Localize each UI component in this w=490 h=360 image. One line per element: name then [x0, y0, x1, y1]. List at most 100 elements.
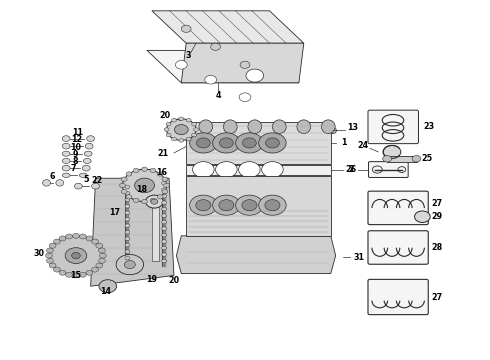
Text: 18: 18 [137, 185, 147, 194]
Circle shape [179, 139, 184, 142]
Circle shape [66, 234, 73, 239]
Circle shape [166, 133, 171, 137]
Circle shape [236, 133, 263, 153]
Ellipse shape [62, 143, 70, 149]
Circle shape [162, 177, 168, 181]
Circle shape [239, 93, 251, 102]
Circle shape [205, 76, 217, 84]
Circle shape [265, 200, 280, 211]
Ellipse shape [83, 158, 91, 163]
Circle shape [157, 195, 163, 199]
Circle shape [190, 133, 217, 153]
Text: 2: 2 [348, 165, 353, 174]
Text: 26: 26 [345, 165, 357, 174]
Circle shape [162, 201, 167, 204]
Bar [387, 156, 416, 162]
Circle shape [125, 263, 130, 266]
Ellipse shape [272, 120, 286, 134]
Text: 4: 4 [215, 91, 221, 100]
Circle shape [126, 195, 132, 199]
Circle shape [220, 138, 233, 148]
Ellipse shape [87, 136, 95, 141]
Ellipse shape [321, 120, 335, 134]
Text: 14: 14 [100, 287, 111, 296]
Circle shape [240, 61, 250, 68]
Polygon shape [181, 43, 304, 83]
Circle shape [166, 122, 171, 126]
Circle shape [213, 133, 240, 153]
Circle shape [65, 248, 87, 264]
Circle shape [125, 211, 130, 215]
Circle shape [79, 234, 86, 239]
Circle shape [162, 246, 167, 250]
Circle shape [236, 195, 263, 215]
Circle shape [164, 128, 169, 131]
Text: 11: 11 [72, 128, 83, 137]
Circle shape [181, 25, 191, 32]
Circle shape [125, 237, 130, 240]
Circle shape [125, 250, 130, 253]
Circle shape [167, 119, 196, 140]
Circle shape [121, 177, 127, 181]
Text: 24: 24 [358, 141, 369, 150]
Circle shape [73, 273, 79, 278]
FancyBboxPatch shape [368, 279, 428, 315]
Circle shape [121, 189, 127, 194]
Text: 13: 13 [347, 123, 358, 132]
Text: 8: 8 [72, 157, 78, 166]
Text: 7: 7 [71, 164, 76, 174]
Circle shape [122, 169, 167, 202]
Circle shape [142, 199, 147, 204]
Circle shape [142, 167, 147, 171]
Bar [186, 176, 331, 236]
Ellipse shape [82, 165, 90, 171]
Circle shape [262, 162, 283, 177]
Circle shape [162, 259, 167, 263]
Circle shape [162, 207, 167, 211]
Circle shape [125, 192, 130, 195]
Text: 27: 27 [431, 199, 442, 208]
Circle shape [133, 168, 139, 172]
Circle shape [135, 178, 154, 193]
Ellipse shape [223, 120, 237, 134]
Circle shape [192, 133, 196, 137]
FancyBboxPatch shape [368, 110, 418, 144]
Bar [186, 165, 331, 175]
Text: 20: 20 [159, 112, 170, 120]
Circle shape [190, 195, 217, 215]
Text: 21: 21 [157, 149, 168, 158]
Circle shape [193, 162, 214, 177]
Circle shape [259, 133, 286, 153]
Ellipse shape [62, 151, 70, 156]
Polygon shape [152, 185, 159, 261]
Circle shape [242, 200, 257, 211]
Text: 29: 29 [431, 212, 442, 221]
Circle shape [157, 172, 163, 176]
Circle shape [162, 188, 167, 192]
Circle shape [383, 156, 392, 162]
Circle shape [125, 256, 130, 260]
Circle shape [125, 204, 130, 208]
Circle shape [96, 243, 103, 248]
Circle shape [162, 189, 168, 194]
Ellipse shape [56, 180, 64, 186]
Circle shape [186, 137, 191, 141]
Text: 19: 19 [147, 275, 157, 284]
Circle shape [125, 230, 130, 234]
Circle shape [174, 125, 188, 135]
Circle shape [196, 200, 211, 211]
Circle shape [164, 183, 170, 188]
Circle shape [219, 200, 234, 211]
Circle shape [49, 263, 56, 268]
Circle shape [192, 122, 196, 126]
Circle shape [98, 258, 105, 263]
Circle shape [96, 263, 103, 268]
Polygon shape [147, 50, 299, 83]
Circle shape [172, 118, 176, 122]
Circle shape [86, 270, 93, 275]
Ellipse shape [62, 158, 70, 163]
Circle shape [126, 172, 132, 176]
Circle shape [86, 236, 93, 241]
Circle shape [415, 211, 430, 222]
Text: 5: 5 [83, 175, 89, 184]
